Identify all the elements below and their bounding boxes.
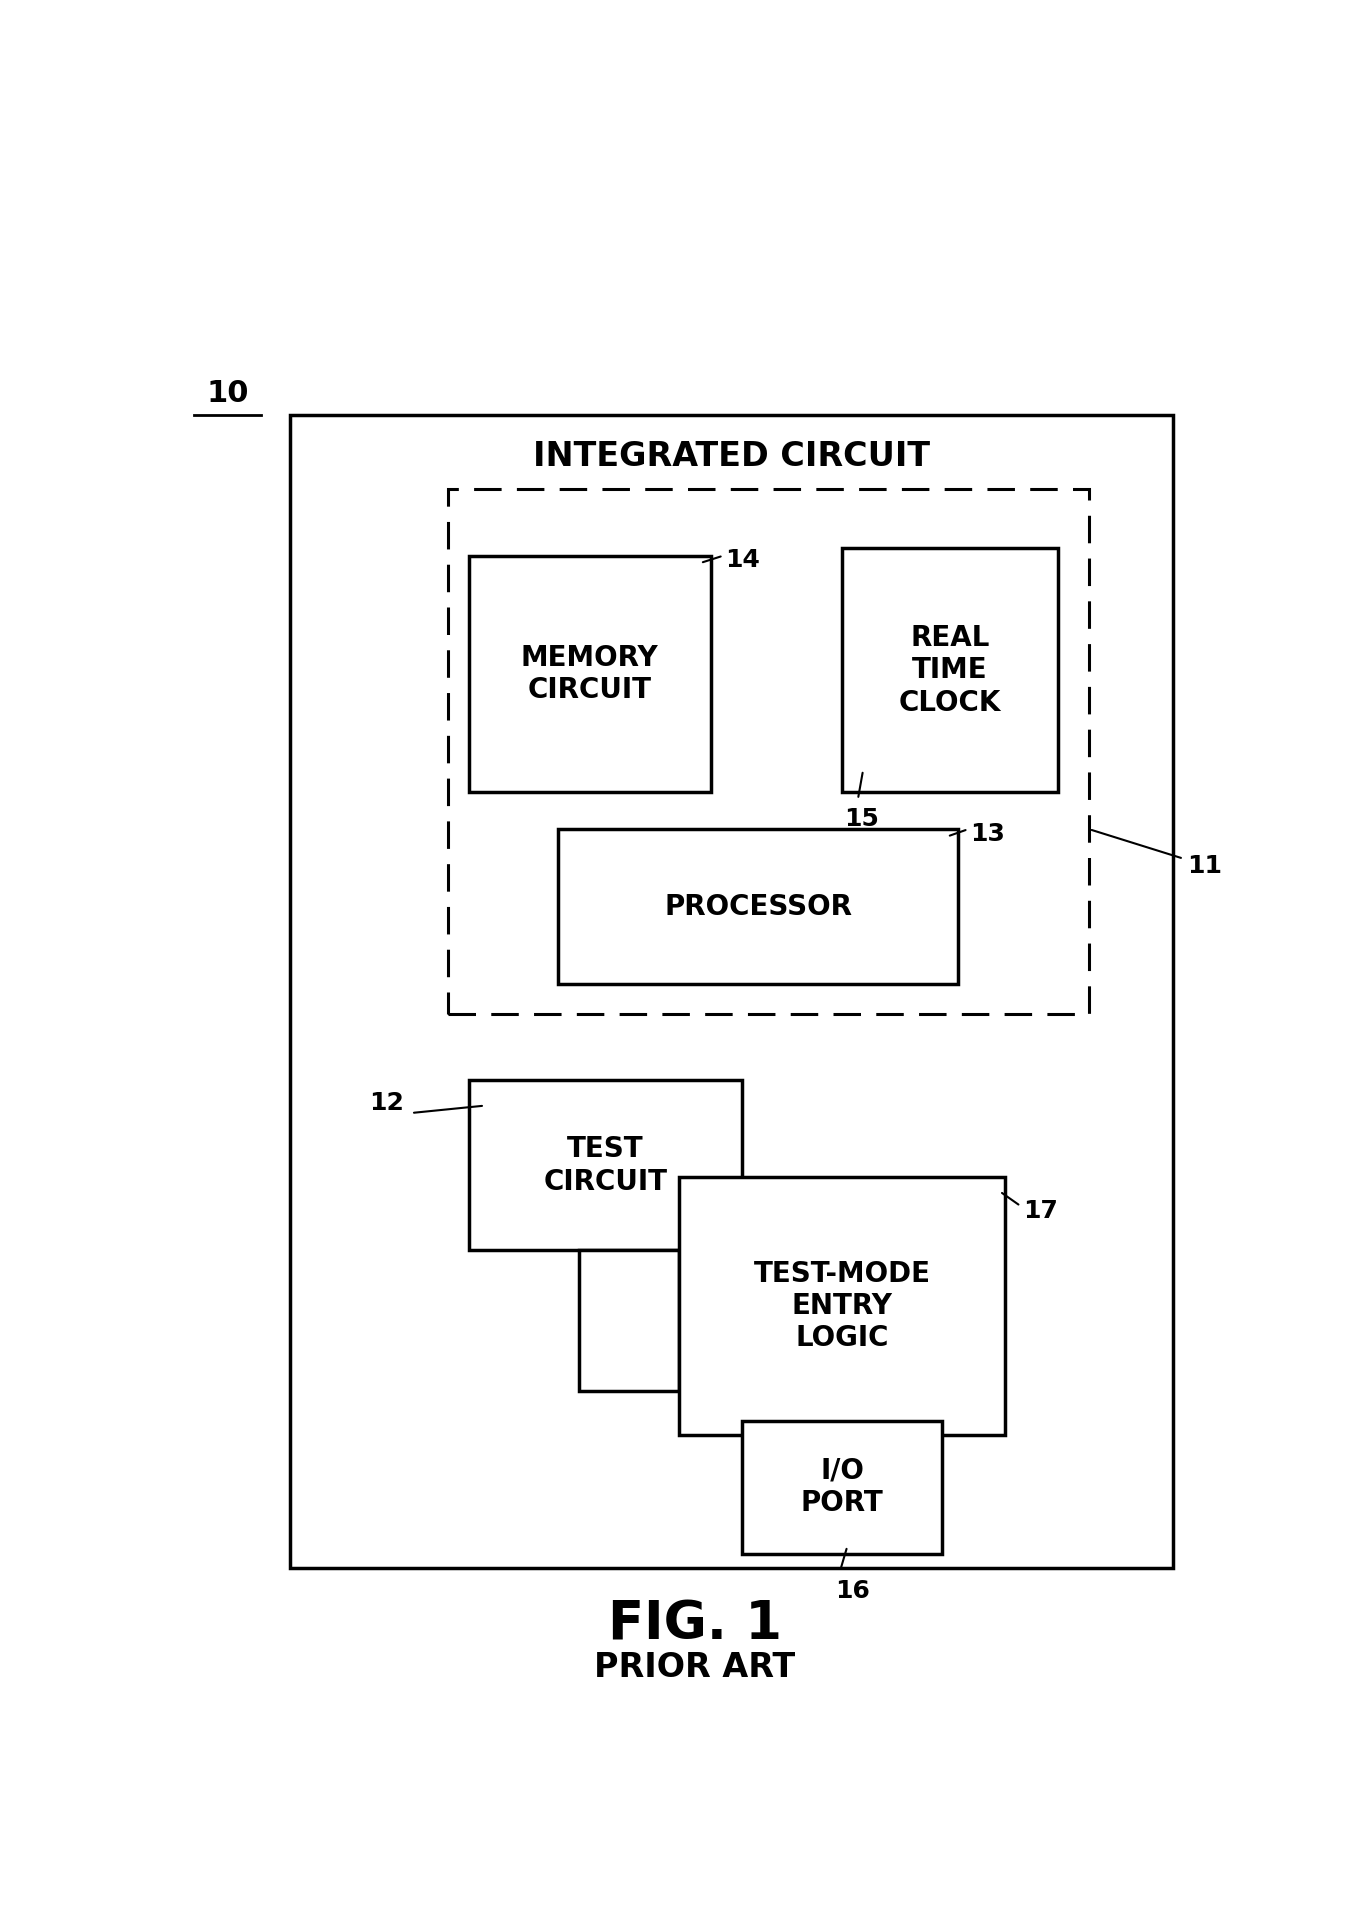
Text: 10: 10	[206, 378, 248, 407]
Text: INTEGRATED CIRCUIT: INTEGRATED CIRCUIT	[533, 440, 930, 472]
Text: 11: 11	[1186, 854, 1222, 877]
Text: TEST-MODE
ENTRY
LOGIC: TEST-MODE ENTRY LOGIC	[754, 1260, 930, 1352]
Text: I/O
PORT: I/O PORT	[800, 1457, 884, 1517]
Text: REAL
TIME
CLOCK: REAL TIME CLOCK	[899, 624, 1001, 716]
Bar	[469, 555, 711, 793]
Text: PROCESSOR: PROCESSOR	[664, 893, 852, 922]
Text: 13: 13	[971, 822, 1005, 847]
Bar	[290, 415, 1173, 1569]
Text: 15: 15	[845, 806, 879, 831]
Text: PRIOR ART: PRIOR ART	[594, 1651, 796, 1684]
Bar	[579, 1250, 679, 1390]
Bar	[447, 490, 1089, 1014]
Bar	[559, 829, 957, 985]
Bar	[469, 1081, 742, 1250]
Text: 16: 16	[835, 1578, 869, 1603]
Text: 17: 17	[1022, 1198, 1058, 1223]
Bar	[679, 1177, 1005, 1436]
Bar	[842, 549, 1058, 793]
Text: TEST
CIRCUIT: TEST CIRCUIT	[544, 1135, 667, 1196]
Text: 12: 12	[369, 1091, 404, 1116]
Bar	[742, 1421, 942, 1553]
Text: 14: 14	[725, 549, 761, 572]
Text: MEMORY
CIRCUIT: MEMORY CIRCUIT	[521, 643, 659, 705]
Text: FIG. 1: FIG. 1	[607, 1599, 782, 1651]
